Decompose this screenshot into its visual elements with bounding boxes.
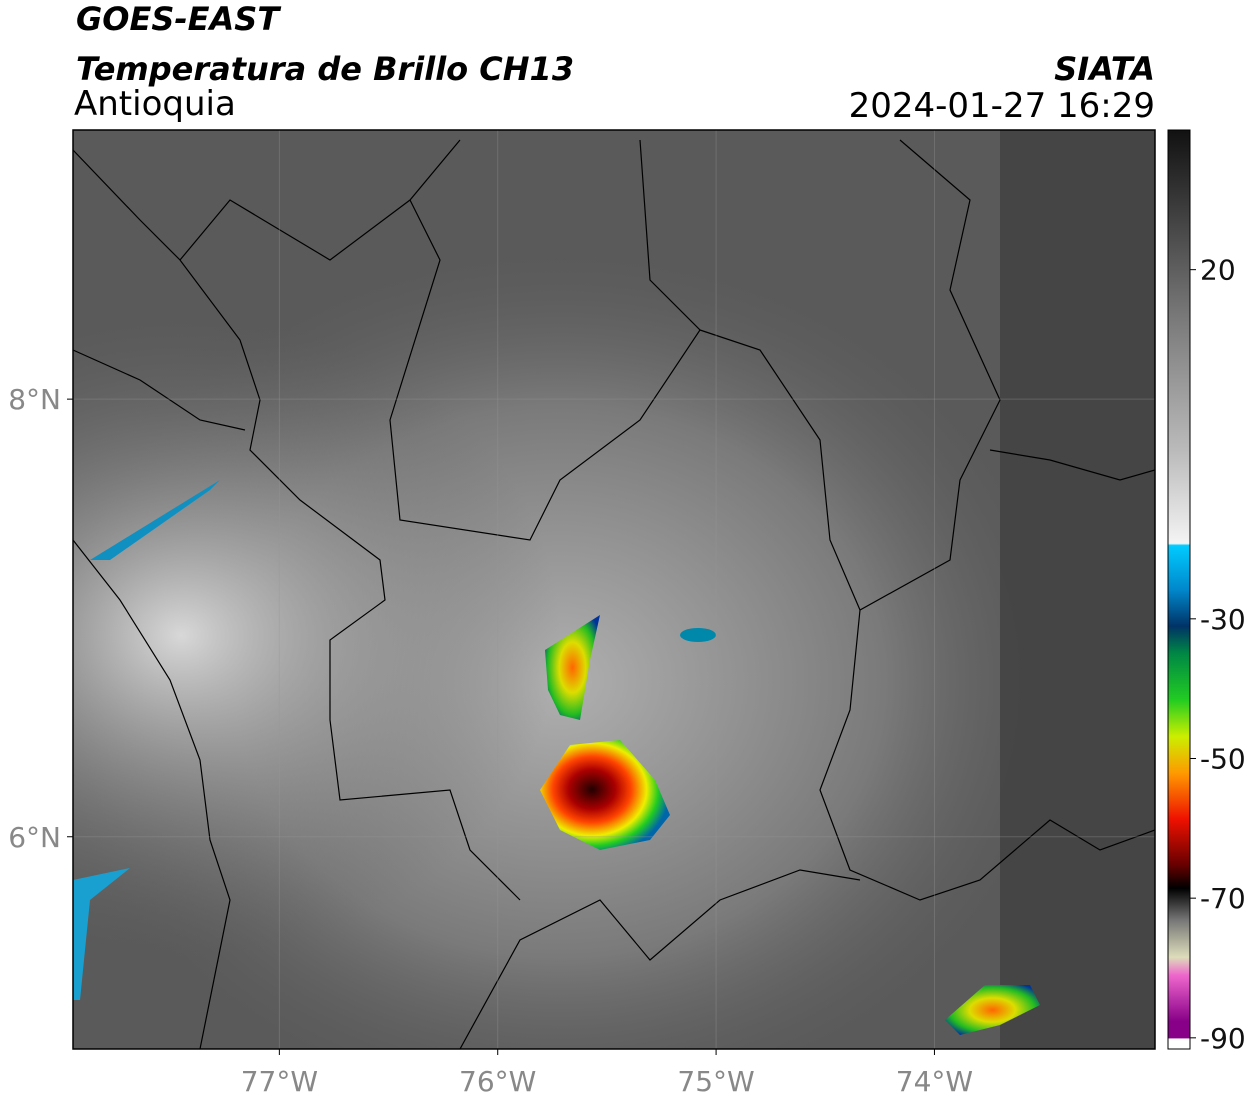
y-tick-label: 6°N	[8, 821, 61, 854]
colorbar-tick-label: -30	[1200, 603, 1246, 636]
title: GOES-EAST	[76, 0, 281, 38]
region: Antioquia	[74, 84, 236, 124]
source: SIATA	[1054, 50, 1155, 88]
graticule	[73, 130, 1155, 1049]
map-frame	[72, 129, 1156, 1050]
x-tick-label: 75°W	[677, 1065, 754, 1098]
datetime: 2024-01-27 16:29	[849, 86, 1155, 126]
x-tick-label: 77°W	[241, 1065, 318, 1098]
colorbar-tick-label: 20	[1200, 254, 1236, 287]
y-tick-label: 8°N	[8, 383, 61, 416]
x-tick-label: 74°W	[896, 1065, 973, 1098]
satellite-image	[73, 130, 1155, 1049]
colorbar-tick-label: -70	[1200, 882, 1246, 915]
subtitle: Temperatura de Brillo CH13	[76, 50, 574, 88]
colorbar-tick-label: -90	[1200, 1022, 1246, 1055]
x-tick-label: 76°W	[459, 1065, 536, 1098]
colorbar	[1167, 129, 1191, 1050]
colorbar-tick-label: -50	[1200, 742, 1246, 775]
